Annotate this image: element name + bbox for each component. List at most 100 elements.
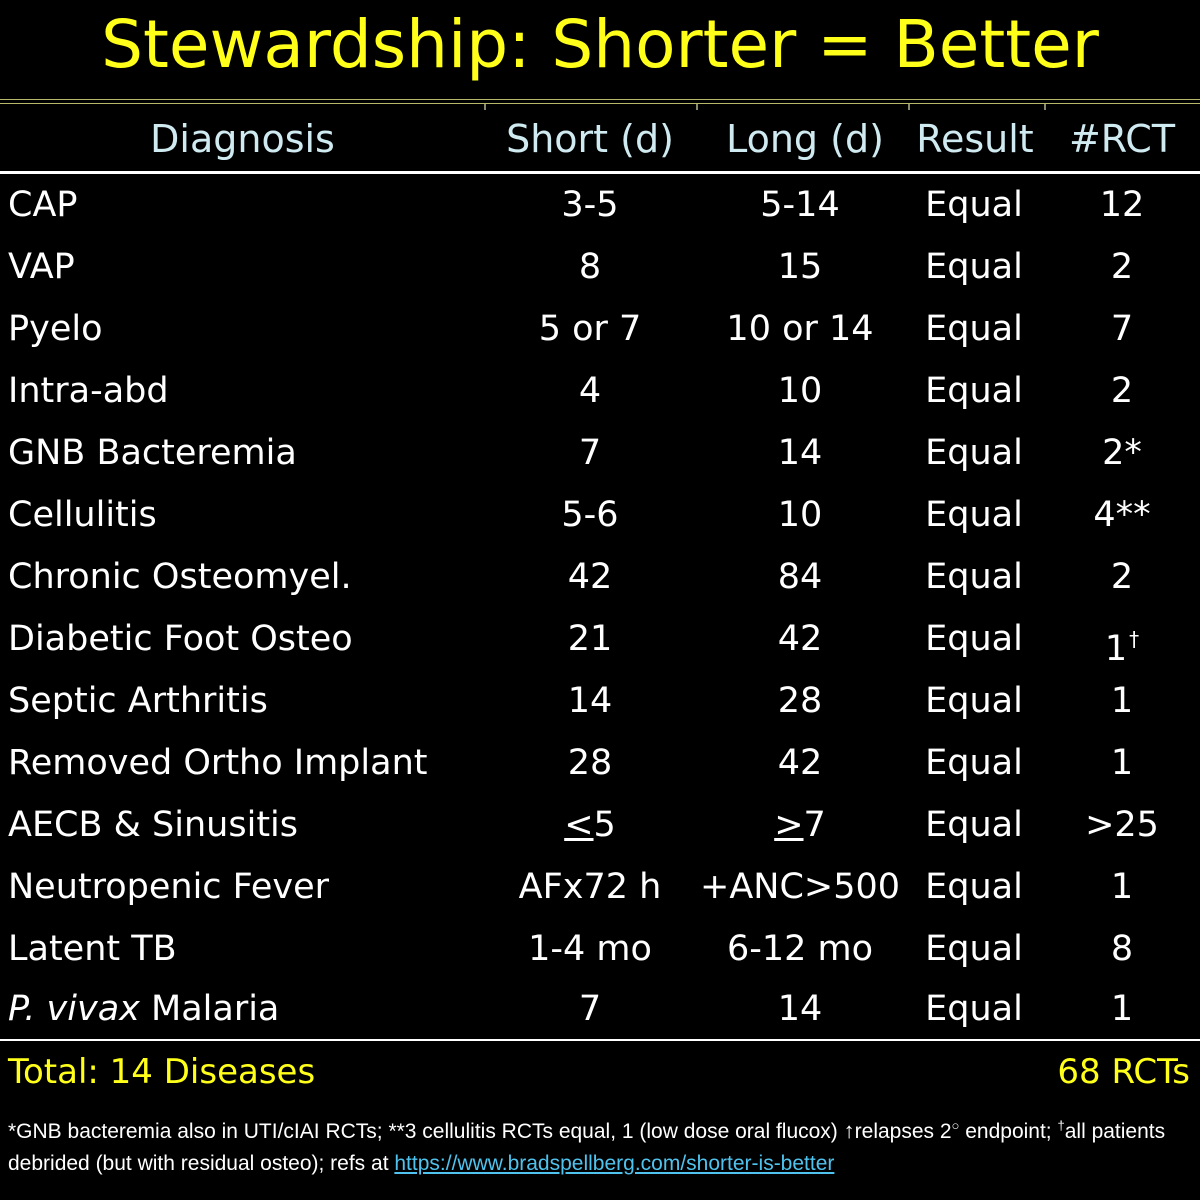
cell-rct: 1 [1110,989,1134,1029]
table-header-row: Diagnosis Short (d) Long (d) Result #RCT [0,108,1200,170]
cell-short: 5 or 7 [538,309,642,349]
column-separator [908,104,910,110]
greater-equal-sign: > [774,805,804,845]
cell-diagnosis: Diabetic Foot Osteo [8,619,353,659]
cell-long: 10 [777,495,823,535]
rct-value: 1 [1104,629,1128,669]
cell-diagnosis: Removed Ortho Implant [8,743,428,783]
column-separator [484,104,486,110]
cell-diagnosis: AECB & Sinusitis [8,805,298,845]
cell-long: 10 [777,371,823,411]
cell-result: Equal [925,309,1023,349]
cell-result: Equal [925,989,1023,1029]
header-short: Short (d) [506,117,674,161]
table-row: Pyelo 5 or 7 10 or 14 Equal 7 [0,298,1200,360]
cell-long: 10 or 14 [726,309,874,349]
cell-long: 6-12 mo [726,929,874,969]
cell-result: Equal [925,929,1023,969]
cell-short: 4 [578,371,602,411]
cell-result: Equal [925,619,1023,659]
table-bottom-divider [0,1039,1200,1041]
cell-result: Equal [925,557,1023,597]
column-separator [696,104,698,110]
table-row: CAP 3-5 5-14 Equal 12 [0,174,1200,236]
cell-diagnosis: Latent TB [8,929,177,969]
cell-diagnosis: Septic Arthritis [8,681,268,721]
cell-short: 8 [578,247,602,287]
header-rct: #RCT [1068,117,1176,161]
table-row: Removed Ortho Implant 28 42 Equal 1 [0,732,1200,794]
cell-result: Equal [925,247,1023,287]
slide-title: Stewardship: Shorter = Better [101,6,1099,83]
cell-short: 1-4 mo [528,929,652,969]
cell-result: Equal [925,433,1023,473]
footnote-text: *GNB bacteremia also in UTI/cIAI RCTs; *… [8,1120,844,1143]
table-row: P. vivax Malaria 7 14 Equal 1 [0,978,1200,1040]
cell-diagnosis: CAP [8,185,78,225]
cell-result: Equal [925,743,1023,783]
cell-diagnosis: Pyelo [8,309,103,349]
table-row: Chronic Osteomyel. 42 84 Equal 2 [0,546,1200,608]
total-diseases: Total: 14 Diseases [8,1052,316,1092]
cell-long: 15 [777,247,823,287]
cell-short: 5-6 [561,495,619,535]
cell-rct: 1 [1110,867,1134,907]
cell-short: 3-5 [561,185,619,225]
footnote-text: all patients debrided (but with residual… [8,1120,1166,1175]
refs-link[interactable]: https://www.bradspellberg.com/shorter-is… [394,1152,835,1175]
title-divider-bottom [0,103,1200,104]
cell-result: Equal [925,371,1023,411]
cell-short: 21 [567,619,613,659]
cell-short: 28 [567,743,613,783]
cell-result: Equal [925,185,1023,225]
up-arrow-icon: ↑ [843,1118,855,1143]
table-row: Cellulitis 5-6 10 Equal 4** [0,484,1200,546]
cell-long: 28 [777,681,823,721]
cell-diagnosis: Chronic Osteomyel. [8,557,352,597]
cell-short: 14 [567,681,613,721]
table-row: Diabetic Foot Osteo 21 42 Equal 1 † [0,608,1200,670]
cell-rct: 1 † [1046,608,1198,670]
header-divider [0,171,1200,174]
cell-diagnosis: VAP [8,247,75,287]
cell-diagnosis: P. vivax Malaria [8,978,279,1040]
cell-result: Equal [925,867,1023,907]
cell-long: 5-14 [760,185,840,225]
cell-short: AFx72 h [518,867,662,907]
dagger-mark: † [1129,627,1140,651]
cell-long: 14 [777,433,823,473]
long-value: 7 [803,805,826,845]
cell-diagnosis: Intra-abd [8,371,169,411]
cell-rct: 2 [1110,557,1134,597]
cell-rct: 2 [1110,247,1134,287]
total-rcts: 68 RCTs [1057,1052,1190,1092]
cell-rct: 4** [1093,495,1151,535]
cell-rct: 2 [1110,371,1134,411]
cell-short: 42 [567,557,613,597]
header-diagnosis: Diagnosis [150,117,335,161]
table-row: Latent TB 1-4 mo 6-12 mo Equal 8 [0,918,1200,980]
header-long: Long (d) [726,117,884,161]
degree-symbol: ○ [951,1118,960,1133]
cell-long: 42 [777,619,823,659]
cell-rct: 2* [1102,433,1142,473]
cell-rct: 12 [1099,185,1145,225]
species-name: P. vivax [8,989,140,1029]
footnote-text: relapses 2 [854,1120,952,1143]
column-separator [1044,104,1046,110]
cell-diagnosis: Neutropenic Fever [8,867,330,907]
title-divider-top [0,99,1200,100]
cell-short: 7 [578,989,602,1029]
cell-result: Equal [925,681,1023,721]
cell-rct: >25 [1085,805,1159,845]
cell-long: 84 [777,557,823,597]
footnote: *GNB bacteremia also in UTI/cIAI RCTs; *… [8,1110,1193,1180]
cell-long: >7 [700,794,900,856]
dagger-mark: † [1057,1118,1065,1133]
cell-result: Equal [925,805,1023,845]
cell-short: 7 [578,433,602,473]
cell-rct: 7 [1110,309,1134,349]
header-result: Result [916,117,1034,161]
cell-diagnosis: Cellulitis [8,495,157,535]
